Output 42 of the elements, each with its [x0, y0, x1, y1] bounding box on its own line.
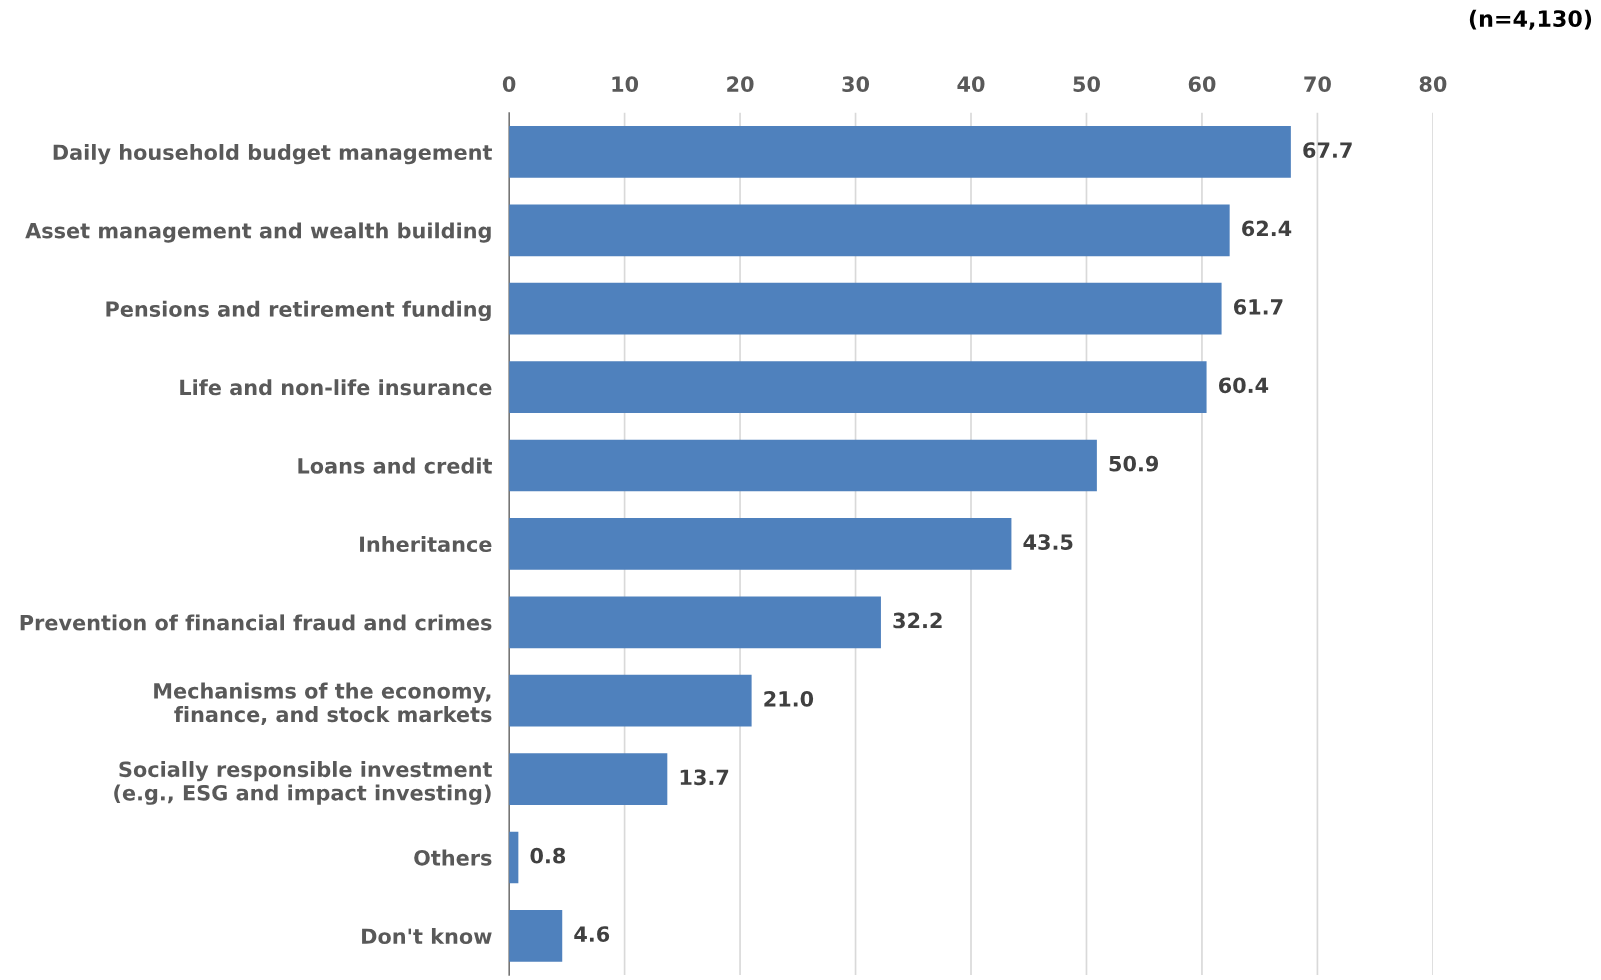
x-tick-label: 10	[612, 76, 639, 92]
bar	[509, 282, 1222, 335]
bar	[509, 674, 752, 727]
bar	[509, 361, 1207, 413]
y-tick-label: Pensions and retirement funding	[106, 300, 491, 322]
data-label: 62.4	[1242, 220, 1292, 237]
text: (n=4,130)	[1469, 9, 1592, 30]
data-label: 43.5	[1023, 534, 1073, 550]
y-tick-label: Loans and credit	[298, 457, 492, 474]
bar	[509, 439, 1097, 492]
data-label: 61.7	[1233, 299, 1283, 315]
y-tick-label: Daily household budget management	[53, 143, 492, 165]
data-label: 50.9	[1109, 455, 1159, 472]
bar	[509, 204, 1230, 257]
y-tick-label: Socially responsible investment (e.g., ESG and impact investing)	[114, 761, 492, 805]
bar	[509, 596, 881, 649]
y-tick-label: Life and non-life insurance	[180, 379, 492, 396]
bar	[509, 518, 1012, 570]
bar	[509, 753, 668, 805]
data-label: 60.4	[1218, 377, 1269, 394]
y-tick-label: Don't know	[362, 927, 492, 945]
x-tick-label: 70	[1304, 76, 1331, 92]
x-tick-label: 30	[842, 76, 870, 92]
data-label: 32.2	[893, 612, 942, 629]
y-tick-label: Others	[414, 849, 492, 866]
y-tick-label: Inheritance	[360, 535, 492, 553]
y-tick-label: Mechanisms of the economy, finance, and stock markets	[154, 682, 492, 725]
x-tick-label: 0	[502, 76, 516, 92]
x-tick-label: 60	[1188, 76, 1216, 92]
bar	[509, 910, 563, 962]
x-tick-label: 80	[1419, 76, 1447, 92]
x-tick-label: 20	[727, 76, 754, 92]
x-tick-label: 40	[957, 76, 985, 92]
bar	[509, 126, 1291, 178]
x-tick-label: 50	[1073, 76, 1100, 92]
data-label: 0.8	[530, 847, 566, 864]
data-label: 4.6	[574, 926, 610, 942]
data-label: 67.7	[1303, 142, 1352, 158]
y-tick-label: Prevention of financial fraud and crimes	[20, 614, 492, 631]
y-tick-label: Asset management and wealth building	[25, 222, 491, 243]
data-label: 13.7	[680, 769, 729, 786]
data-label: 21.0	[764, 690, 814, 707]
